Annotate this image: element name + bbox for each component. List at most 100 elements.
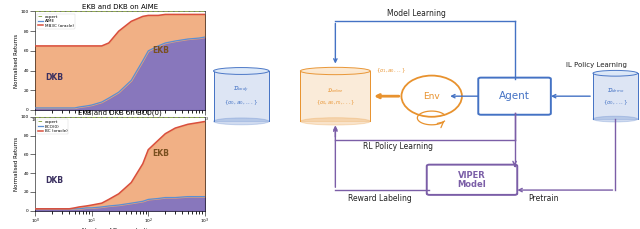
AIME xyxy=(161,42,169,44)
MB3C (oracle) xyxy=(98,44,106,47)
expert xyxy=(105,115,113,118)
Text: $\{o_0, ...\}$: $\{o_0, ...\}$ xyxy=(602,98,628,106)
expert xyxy=(71,115,79,118)
expert xyxy=(49,10,56,13)
Line: MB3C (oracle): MB3C (oracle) xyxy=(35,14,205,46)
Ellipse shape xyxy=(300,67,371,75)
BCO(0) xyxy=(139,200,147,203)
MB3C (oracle) xyxy=(58,44,66,47)
AIME xyxy=(88,104,95,106)
BCO(0) xyxy=(31,207,39,210)
AIME xyxy=(127,79,135,82)
expert xyxy=(154,115,162,118)
expert xyxy=(172,10,179,13)
Text: VIPER: VIPER xyxy=(458,171,486,180)
expert xyxy=(195,115,203,118)
Ellipse shape xyxy=(214,118,269,125)
Ellipse shape xyxy=(214,68,269,74)
AIME xyxy=(195,37,203,39)
BC (oracle) xyxy=(58,207,66,210)
expert xyxy=(145,10,152,13)
Text: $\mathcal{D}_{body}$: $\mathcal{D}_{body}$ xyxy=(233,85,250,95)
expert xyxy=(65,10,73,13)
Text: IL Policy Learning: IL Policy Learning xyxy=(566,62,627,68)
Ellipse shape xyxy=(593,71,637,76)
expert xyxy=(201,10,209,13)
expert xyxy=(71,10,79,13)
expert xyxy=(31,115,39,118)
MB3C (oracle) xyxy=(105,42,113,44)
expert xyxy=(83,115,90,118)
BC (oracle) xyxy=(105,198,113,201)
expert xyxy=(31,10,39,13)
expert xyxy=(76,115,83,118)
BCO(0) xyxy=(65,207,73,210)
Text: $\{o_0, a_0, r_0, ...\}$: $\{o_0, a_0, r_0, ...\}$ xyxy=(316,98,355,106)
Y-axis label: Normalised Returns: Normalised Returns xyxy=(14,137,19,191)
Text: Model: Model xyxy=(458,180,486,189)
AIME xyxy=(105,97,113,99)
X-axis label: Number of Demonstrations: Number of Demonstrations xyxy=(83,228,157,229)
expert xyxy=(105,10,113,13)
Bar xyxy=(593,73,637,119)
AIME xyxy=(65,106,73,109)
BCO(0) xyxy=(49,207,56,210)
FancyBboxPatch shape xyxy=(478,78,551,115)
MB3C (oracle) xyxy=(139,15,147,18)
BCO(0) xyxy=(145,198,152,201)
expert xyxy=(88,115,95,118)
Text: DKB: DKB xyxy=(45,175,63,185)
MB3C (oracle) xyxy=(115,30,122,33)
expert xyxy=(83,10,90,13)
MB3C (oracle) xyxy=(76,44,83,47)
MB3C (oracle) xyxy=(154,14,162,17)
expert xyxy=(201,115,209,118)
expert xyxy=(161,115,169,118)
BCO(0) xyxy=(161,196,169,199)
AIME xyxy=(76,106,83,108)
BC (oracle) xyxy=(65,207,73,210)
Text: $\{o_1, a_0 ...\}$: $\{o_1, a_0 ...\}$ xyxy=(376,67,406,75)
BCO(0) xyxy=(105,205,113,207)
Ellipse shape xyxy=(593,116,637,122)
expert xyxy=(115,10,122,13)
AIME xyxy=(71,106,79,109)
Line: BC (oracle): BC (oracle) xyxy=(35,122,205,209)
Line: AIME: AIME xyxy=(35,37,205,108)
MB3C (oracle) xyxy=(145,14,152,17)
BC (oracle) xyxy=(195,121,203,124)
Text: Pretrain: Pretrain xyxy=(529,194,559,203)
Text: Agent: Agent xyxy=(499,91,530,101)
BC (oracle) xyxy=(83,205,90,207)
Text: RL Policy Learning: RL Policy Learning xyxy=(363,142,433,151)
Bar xyxy=(300,71,371,121)
expert xyxy=(76,10,83,13)
expert xyxy=(154,10,162,13)
Line: BCO(0): BCO(0) xyxy=(35,196,205,209)
BCO(0) xyxy=(71,207,79,210)
Legend: expert, AIME, MB3C (oracle): expert, AIME, MB3C (oracle) xyxy=(37,14,75,29)
BCO(0) xyxy=(172,196,179,199)
Text: $\mathcal{D}_{demo}$: $\mathcal{D}_{demo}$ xyxy=(607,86,624,95)
expert xyxy=(58,10,66,13)
MB3C (oracle) xyxy=(49,44,56,47)
MB3C (oracle) xyxy=(201,13,209,16)
AIME xyxy=(98,101,106,104)
BCO(0) xyxy=(195,195,203,198)
Title: EKB and DKB on AIME: EKB and DKB on AIME xyxy=(82,4,158,10)
Text: EKB: EKB xyxy=(153,46,170,55)
expert xyxy=(115,115,122,118)
AIME xyxy=(154,44,162,47)
BC (oracle) xyxy=(31,207,39,210)
MB3C (oracle) xyxy=(83,44,90,47)
expert xyxy=(139,115,147,118)
expert xyxy=(184,115,191,118)
expert xyxy=(127,115,135,118)
Text: Env: Env xyxy=(423,92,440,101)
Title: EKB and DKB on BCO(0): EKB and DKB on BCO(0) xyxy=(78,110,162,116)
BC (oracle) xyxy=(115,192,122,195)
Text: Reward Labeling: Reward Labeling xyxy=(348,194,412,203)
Y-axis label: Normalised Returns: Normalised Returns xyxy=(14,34,19,88)
expert xyxy=(145,115,152,118)
expert xyxy=(88,10,95,13)
